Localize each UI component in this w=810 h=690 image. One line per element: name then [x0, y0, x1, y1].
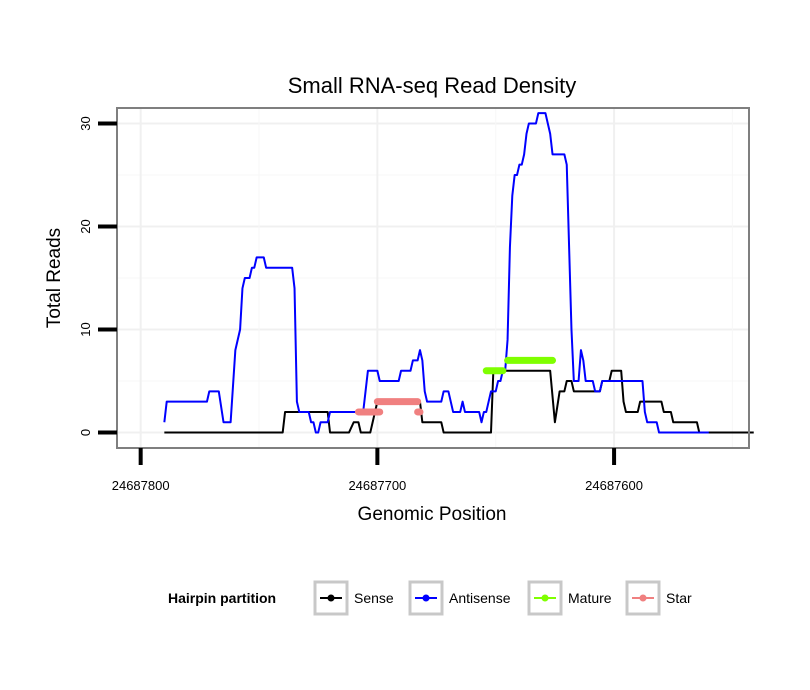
y-axis: 0 10 20 30	[78, 116, 117, 436]
legend: Hairpin partition Sense Antisense Mature St…	[168, 580, 692, 616]
x-tick-label: 24687600	[585, 478, 643, 493]
legend-key-point	[422, 594, 430, 602]
plot-border	[116, 107, 750, 449]
x-tick-label: 24687800	[112, 478, 170, 493]
x-axis: 24687800 24687700 24687600	[112, 448, 643, 493]
legend-item-antisense: Antisense	[408, 580, 511, 616]
x-axis-label: Genomic Position	[358, 504, 507, 525]
legend-label: Antisense	[449, 590, 511, 606]
y-tick-label: 20	[78, 219, 93, 233]
series-layer	[163, 112, 754, 434]
legend-item-sense: Sense	[313, 580, 394, 616]
legend-label: Star	[666, 590, 692, 606]
y-tick-label: 0	[78, 429, 93, 436]
legend-label: Sense	[354, 590, 394, 606]
legend-key-point	[327, 594, 335, 602]
legend-key-point	[639, 594, 647, 602]
legend-item-star: Star	[625, 580, 692, 616]
series-line-antisense	[163, 112, 709, 434]
chart-title: Small RNA-seq Read Density	[288, 73, 577, 98]
legend-item-mature: Mature	[527, 580, 612, 616]
y-axis-label: Total Reads	[44, 228, 65, 328]
legend-title: Hairpin partition	[168, 590, 276, 606]
y-tick-label: 30	[78, 116, 93, 130]
legend-label: Mature	[568, 590, 612, 606]
legend-key-point	[541, 594, 549, 602]
x-tick-label: 24687700	[348, 478, 406, 493]
y-tick-label: 10	[78, 322, 93, 336]
